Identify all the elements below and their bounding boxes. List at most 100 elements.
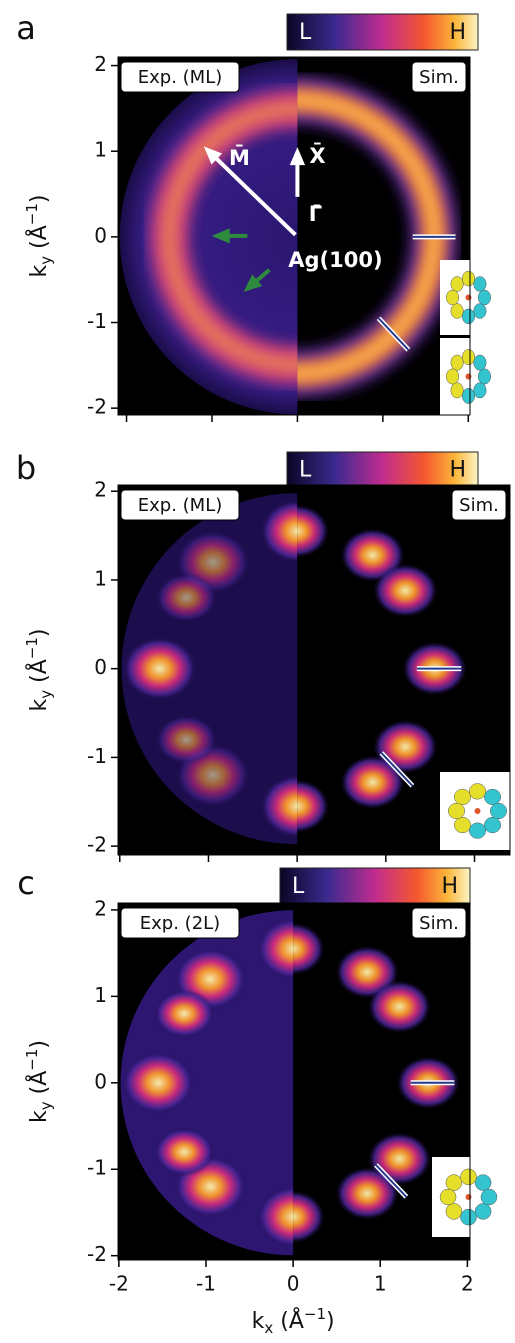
legend-left: Exp. (ML) <box>138 495 223 516</box>
axis-label-part: −1 <box>304 1305 326 1323</box>
colorbar-low-label: L <box>292 874 305 899</box>
axis-label-part: x <box>264 1319 273 1337</box>
y-tick-label: -1 <box>87 1156 107 1180</box>
colorbar-high-label: H <box>441 874 458 899</box>
colorbar <box>286 451 479 488</box>
orbital-lobe <box>484 788 501 806</box>
simulation-map <box>297 504 467 833</box>
orbital-center <box>474 808 481 814</box>
orbital-lobe <box>490 802 507 820</box>
arrow-shaft <box>208 150 297 237</box>
colorbar-high-label: H <box>449 458 466 483</box>
orbital-lobe <box>454 816 471 834</box>
arrow-head <box>203 146 223 165</box>
orbital-lobe <box>473 354 487 371</box>
experiment-disk <box>119 59 298 415</box>
y-tick-label: 1 <box>94 983 107 1007</box>
axis-label-part: −1 <box>23 637 41 659</box>
intensity-blob <box>340 755 405 809</box>
panel-letter: b <box>16 449 36 487</box>
legend-right: Sim. <box>459 495 499 516</box>
legend-left: Exp. (2L) <box>140 913 220 934</box>
colorbar-low-label: L <box>299 20 312 45</box>
axis-label: kx (Å−1) <box>252 1305 335 1337</box>
arrow-head <box>289 147 306 166</box>
axis-label: ky (Å−1) <box>23 629 55 712</box>
y-tick-label: 0 <box>94 1069 107 1093</box>
cut-marker <box>380 752 414 787</box>
experiment-ring <box>164 103 298 371</box>
y-tick-label: 0 <box>94 655 107 679</box>
annotation: Ag(100) <box>288 248 382 272</box>
axis-label-part: (Å <box>25 659 52 690</box>
intensity-blob <box>122 636 197 701</box>
orbital-lobe <box>469 783 486 800</box>
orbital-lobe <box>474 1174 492 1191</box>
panel-letter: c <box>17 864 35 902</box>
orbital-lobe <box>461 270 476 287</box>
orbital-lobe <box>450 276 464 292</box>
axis-label-part: y <box>37 690 55 699</box>
intensity-blob <box>259 774 298 839</box>
arrow-head <box>211 228 230 244</box>
experiment-map <box>119 59 298 415</box>
orbital-lobe <box>473 276 487 292</box>
orbital-lobe <box>473 382 487 399</box>
intensity-blob <box>259 499 298 564</box>
orbital-lobe <box>446 289 460 306</box>
legend-left: Exp. (ML) <box>138 67 223 88</box>
colorbar-low-label: L <box>299 458 312 483</box>
orbital-lobe <box>477 289 491 306</box>
simulation-map <box>293 922 460 1243</box>
orbital-lobe <box>450 382 464 399</box>
intensity-blob <box>297 779 330 833</box>
orbital-lobe <box>450 354 464 371</box>
y-tick-label: -1 <box>87 309 107 333</box>
plot-frame <box>117 902 471 1261</box>
axis-label-part: −1 <box>23 1049 41 1071</box>
legend-box <box>411 907 467 939</box>
legend-box <box>120 489 240 521</box>
x-tick-label: 1 <box>374 1272 387 1296</box>
colorbar-high-label: H <box>449 20 466 45</box>
axis-label-part: (Å <box>25 1071 52 1102</box>
axis-label: ky (Å−1) <box>23 1040 55 1123</box>
annotation: Γ̄ <box>309 202 322 226</box>
colorbar <box>279 867 471 905</box>
y-tick-label: -1 <box>87 744 107 768</box>
legend-right: Sim. <box>419 913 459 934</box>
orbital-lobe <box>439 1188 457 1206</box>
plot-frame <box>117 56 471 416</box>
y-tick-label: 0 <box>94 223 107 247</box>
annotation: M̄ <box>229 145 250 170</box>
orbital-lobe <box>450 303 464 319</box>
orbital-lobe <box>454 788 471 806</box>
arrow-head <box>243 274 263 292</box>
panel-letter: a <box>16 9 36 47</box>
orbital-center <box>465 294 472 301</box>
y-tick-label: 2 <box>94 896 107 920</box>
y-tick-label: 2 <box>94 478 107 502</box>
orbital-lobe <box>473 303 487 319</box>
axis-label-part: ) <box>27 629 52 638</box>
orbital-lobe <box>448 802 465 820</box>
axis-label-part: k <box>27 265 52 278</box>
orbital-lobe <box>461 387 476 404</box>
orbital-lobe <box>469 822 486 839</box>
legend-box <box>120 61 240 93</box>
y-tick-label: 1 <box>94 138 107 162</box>
y-tick-label: -2 <box>87 395 107 419</box>
y-tick-label: -2 <box>87 1242 107 1266</box>
axis-label-part: (Å <box>273 1307 304 1334</box>
y-tick-label: -2 <box>87 833 107 857</box>
intensity-blob <box>153 989 215 1039</box>
intensity-blob <box>121 1051 195 1115</box>
x-tick-label: -1 <box>196 1272 216 1296</box>
legend-right: Sim. <box>419 67 459 88</box>
y-tick-label: 1 <box>94 566 107 590</box>
axis-label-part: k <box>27 699 52 712</box>
intensity-blob <box>256 917 294 981</box>
intensity-blob <box>256 1185 294 1249</box>
axis-label-part: ) <box>27 195 52 204</box>
